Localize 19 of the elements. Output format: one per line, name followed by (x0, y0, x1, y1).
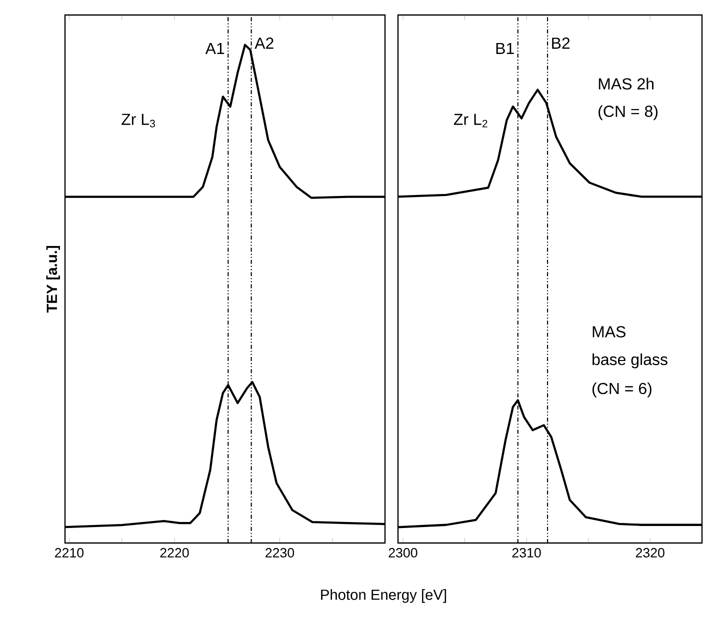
annotation: MAS (592, 326, 626, 338)
x-tick-label: 2320 (636, 548, 664, 558)
annotation: Zr L$_{2}$ (454, 114, 488, 128)
y-axis-title: TEY [a.u.] (46, 246, 60, 313)
x-axis-title: Photon Energy [eV] (321, 589, 446, 603)
text: MAS 2h (598, 78, 654, 90)
ref-line-label: B2 (552, 38, 570, 49)
ref-line-label: A2 (254, 38, 274, 49)
annotation: Zr L$_{3}$ (122, 114, 155, 128)
ref-line-label: B1 (496, 42, 514, 54)
x-tick-label: 2300 (388, 548, 418, 558)
x-tick-label: 2230 (266, 548, 294, 558)
annotation: base glass (592, 353, 668, 368)
x-tick-label: 2310 (512, 548, 541, 558)
x-tick-label: 2210 (55, 548, 84, 558)
annotation: (CN = 8) (598, 105, 658, 120)
annotation: (CN = 6) (592, 382, 652, 398)
x-tick-label: 2220 (160, 548, 189, 558)
ref-line-label: A1 (205, 42, 224, 54)
